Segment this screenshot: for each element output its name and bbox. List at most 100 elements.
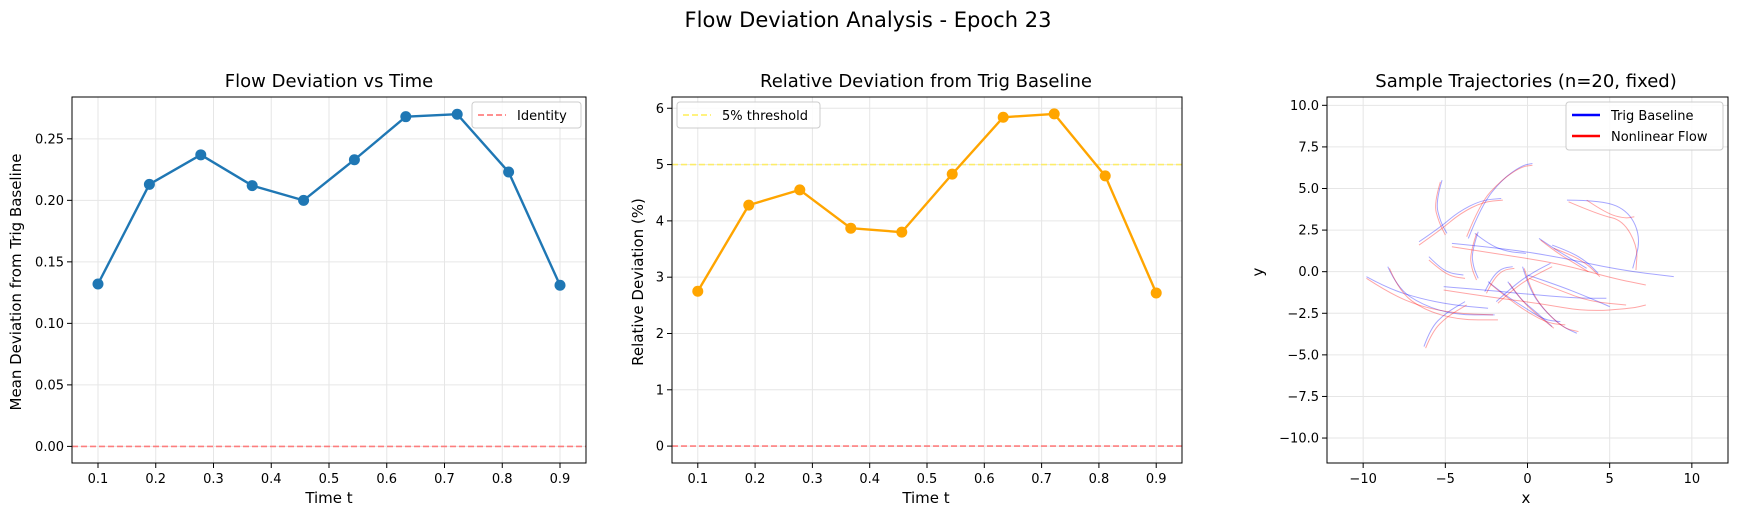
y-tick-label: 0.15 bbox=[35, 255, 64, 270]
y-tick-label: 1 bbox=[656, 383, 664, 398]
data-point bbox=[1150, 287, 1162, 299]
x-tick-label: 5 bbox=[1606, 472, 1614, 487]
trajectory-line bbox=[1388, 268, 1498, 321]
data-point bbox=[348, 154, 360, 166]
trajectory-line bbox=[1418, 199, 1503, 246]
y-tick-label: −7.5 bbox=[1287, 390, 1319, 405]
trajectory-line bbox=[1484, 266, 1513, 292]
x-tick-label: 0.9 bbox=[1146, 472, 1167, 487]
legend: Trig Baseline Nonlinear Flow bbox=[1565, 101, 1724, 151]
trajectory-line bbox=[1495, 262, 1551, 302]
trajectory-group bbox=[1366, 163, 1674, 349]
trajectory-line bbox=[1540, 239, 1589, 273]
trajectory-line bbox=[1528, 277, 1627, 306]
data-point bbox=[246, 180, 258, 192]
x-tick-label: 0.8 bbox=[1089, 472, 1110, 487]
trajectory-line bbox=[1522, 266, 1578, 334]
panel-title: Sample Trajectories (n=20, fixed) bbox=[1375, 71, 1676, 92]
trajectory-line bbox=[1418, 197, 1502, 243]
trajectory-line bbox=[1538, 237, 1587, 269]
x-tick-label: 0.6 bbox=[974, 472, 995, 487]
y-tick-label: −5.0 bbox=[1287, 348, 1319, 363]
x-tick-label: 0.6 bbox=[376, 472, 397, 487]
y-tick-label: 0.05 bbox=[35, 378, 64, 393]
legend-label: Identity bbox=[517, 109, 567, 124]
x-tick-label: 0.3 bbox=[802, 472, 823, 487]
trajectory-line bbox=[1523, 268, 1579, 333]
data-point bbox=[692, 285, 704, 297]
data-point bbox=[451, 108, 463, 120]
x-tick-label: 0.9 bbox=[550, 472, 571, 487]
y-tick-label: 4 bbox=[656, 214, 664, 229]
legend: 5% threshold bbox=[676, 101, 821, 129]
data-point bbox=[946, 168, 958, 180]
trajectory-line bbox=[1485, 267, 1515, 294]
trajectory-line bbox=[1507, 281, 1553, 327]
y-axis-label: Relative Deviation (%) bbox=[629, 198, 647, 366]
data-point bbox=[298, 194, 310, 206]
trajectory-line bbox=[1443, 286, 1607, 299]
y-tick-label: 5.0 bbox=[1298, 182, 1319, 197]
data-point bbox=[143, 178, 155, 190]
data-point bbox=[896, 226, 908, 238]
panel-flow-deviation: Flow Deviation vs Time Time t Mean Devia… bbox=[7, 71, 587, 507]
legend-label: 5% threshold bbox=[722, 109, 808, 124]
legend-box bbox=[1565, 101, 1724, 151]
data-point bbox=[554, 279, 566, 291]
series-line bbox=[96, 113, 562, 286]
data-point bbox=[997, 111, 1009, 123]
trajectory-line bbox=[1443, 289, 1646, 311]
y-tick-label: 0.25 bbox=[35, 132, 64, 147]
y-tick-label: 3 bbox=[656, 271, 664, 286]
legend: Identity bbox=[471, 101, 582, 129]
panel-sample-trajectories: Sample Trajectories (n=20, fixed) x y −1… bbox=[1249, 71, 1729, 507]
legend-box bbox=[676, 101, 821, 129]
data-point bbox=[1048, 108, 1060, 120]
data-point bbox=[195, 149, 207, 161]
data-point bbox=[845, 222, 857, 234]
trajectory-line bbox=[1551, 244, 1599, 274]
x-tick-label: 0.5 bbox=[917, 472, 938, 487]
x-tick-label: −5 bbox=[1436, 472, 1455, 487]
x-axis-label: Time t bbox=[901, 489, 949, 507]
trajectory-line bbox=[1497, 266, 1553, 304]
trajectory-line bbox=[1366, 276, 1489, 309]
trajectory-line bbox=[1467, 163, 1533, 239]
x-tick-label: 0.4 bbox=[859, 472, 880, 487]
trajectory-line bbox=[1566, 199, 1639, 269]
trajectory-line bbox=[1466, 164, 1533, 237]
trajectory-line bbox=[1474, 233, 1526, 254]
trajectory-line bbox=[1470, 233, 1478, 281]
legend-label: Nonlinear Flow bbox=[1611, 130, 1708, 145]
x-tick-label: 0.7 bbox=[434, 472, 455, 487]
panel-relative-deviation: Relative Deviation from Trig Baseline Ti… bbox=[629, 71, 1183, 507]
figure-title: Flow Deviation Analysis - Epoch 23 bbox=[685, 8, 1052, 32]
trajectory-line bbox=[1423, 301, 1466, 347]
trajectory-line bbox=[1387, 266, 1495, 316]
data-point bbox=[1099, 170, 1111, 182]
trajectory-line bbox=[1435, 181, 1446, 236]
panel-title: Relative Deviation from Trig Baseline bbox=[760, 71, 1092, 92]
y-tick-label: 0.20 bbox=[35, 194, 64, 209]
trajectory-line bbox=[1451, 242, 1674, 278]
x-tick-label: 10 bbox=[1684, 472, 1701, 487]
trajectory-line bbox=[1489, 282, 1566, 326]
trajectory-line bbox=[1553, 247, 1601, 278]
x-tick-label: 0 bbox=[1523, 472, 1531, 487]
y-axis-label: Mean Deviation from Trig Baseline bbox=[7, 153, 25, 410]
x-tick-label: 0.5 bbox=[319, 472, 340, 487]
y-tick-label: −2.5 bbox=[1287, 307, 1319, 322]
x-tick-label: 0.2 bbox=[745, 472, 766, 487]
legend-box bbox=[471, 101, 582, 129]
y-tick-label: 2.5 bbox=[1298, 224, 1319, 239]
y-tick-label: 0.0 bbox=[1298, 265, 1319, 280]
grid bbox=[672, 97, 1182, 463]
y-tick-label: 10.0 bbox=[1290, 99, 1319, 114]
x-tick-label: 0.2 bbox=[145, 472, 166, 487]
data-point bbox=[92, 278, 104, 290]
trajectory-line bbox=[1568, 201, 1638, 271]
trajectory-line bbox=[1527, 274, 1610, 308]
trajectory-line bbox=[1451, 246, 1646, 286]
x-tick-label: 0.3 bbox=[203, 472, 224, 487]
x-tick-label: 0.8 bbox=[492, 472, 513, 487]
